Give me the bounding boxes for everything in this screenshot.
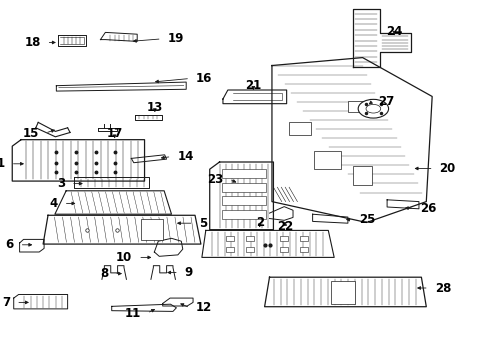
Polygon shape	[270, 207, 293, 220]
Polygon shape	[56, 82, 186, 91]
Polygon shape	[223, 90, 287, 104]
Text: 19: 19	[168, 32, 184, 45]
Text: 17: 17	[106, 127, 123, 140]
Bar	[289, 122, 311, 135]
Text: 27: 27	[378, 95, 394, 108]
Polygon shape	[74, 177, 149, 188]
Bar	[222, 183, 266, 192]
Polygon shape	[112, 304, 176, 311]
Polygon shape	[202, 230, 334, 257]
Bar	[300, 236, 308, 241]
Text: 6: 6	[5, 238, 14, 251]
Bar	[348, 101, 368, 112]
Ellipse shape	[366, 104, 381, 113]
Text: 25: 25	[359, 213, 375, 226]
Text: 12: 12	[196, 301, 212, 314]
Bar	[222, 210, 266, 219]
Text: 2: 2	[256, 216, 264, 229]
Polygon shape	[313, 214, 348, 223]
Polygon shape	[131, 155, 167, 163]
Bar	[280, 247, 288, 252]
Text: 8: 8	[100, 267, 108, 280]
Text: 3: 3	[57, 177, 65, 190]
Text: 4: 4	[49, 197, 58, 210]
Bar	[246, 247, 254, 252]
Polygon shape	[353, 9, 411, 67]
Text: 7: 7	[2, 296, 10, 309]
Bar	[226, 247, 234, 252]
Text: 11: 11	[125, 307, 141, 320]
Polygon shape	[43, 215, 201, 244]
Polygon shape	[154, 238, 183, 256]
Polygon shape	[100, 32, 137, 41]
Text: 13: 13	[147, 101, 163, 114]
Polygon shape	[163, 298, 193, 306]
Text: 28: 28	[435, 282, 451, 294]
Polygon shape	[55, 191, 172, 214]
Polygon shape	[20, 239, 44, 252]
Polygon shape	[387, 200, 419, 209]
Text: 22: 22	[277, 220, 294, 233]
Polygon shape	[14, 294, 68, 309]
Bar	[353, 166, 372, 185]
Polygon shape	[12, 140, 145, 181]
Bar	[314, 151, 341, 169]
Text: 5: 5	[199, 217, 208, 230]
Text: 16: 16	[196, 72, 212, 85]
Bar	[222, 196, 266, 205]
Polygon shape	[272, 58, 432, 222]
Bar	[226, 236, 234, 241]
Text: 9: 9	[185, 266, 193, 279]
Text: 14: 14	[177, 150, 194, 163]
Text: 10: 10	[116, 251, 132, 264]
Bar	[331, 281, 355, 304]
Bar	[246, 236, 254, 241]
Text: 1: 1	[0, 157, 5, 170]
Polygon shape	[265, 277, 426, 307]
Polygon shape	[210, 162, 273, 230]
Bar	[222, 169, 266, 178]
Text: 21: 21	[245, 79, 262, 92]
Ellipse shape	[358, 99, 389, 118]
Text: 26: 26	[420, 202, 436, 215]
Text: 20: 20	[440, 162, 456, 175]
Bar	[300, 247, 308, 252]
Bar	[280, 236, 288, 241]
Text: 18: 18	[24, 36, 41, 49]
Text: 15: 15	[23, 127, 39, 140]
Text: 23: 23	[207, 173, 223, 186]
Bar	[141, 219, 163, 240]
Text: 24: 24	[386, 25, 403, 38]
